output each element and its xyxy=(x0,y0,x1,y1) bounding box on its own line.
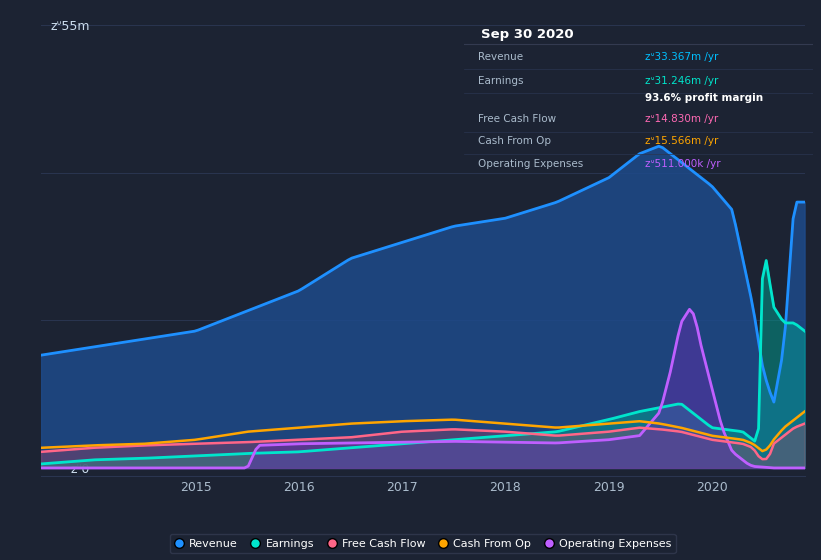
Text: zᐡ15.566m /yr: zᐡ15.566m /yr xyxy=(645,136,718,146)
Text: zᐡ511.000k /yr: zᐡ511.000k /yr xyxy=(645,158,721,169)
Text: 93.6% profit margin: 93.6% profit margin xyxy=(645,93,764,103)
Text: Revenue: Revenue xyxy=(478,52,523,62)
Text: Sep 30 2020: Sep 30 2020 xyxy=(481,28,574,41)
Legend: Revenue, Earnings, Free Cash Flow, Cash From Op, Operating Expenses: Revenue, Earnings, Free Cash Flow, Cash … xyxy=(170,534,676,553)
Text: Earnings: Earnings xyxy=(478,76,523,86)
Text: Free Cash Flow: Free Cash Flow xyxy=(478,114,556,124)
Text: zᐡ31.246m /yr: zᐡ31.246m /yr xyxy=(645,76,718,86)
Text: Cash From Op: Cash From Op xyxy=(478,136,551,146)
Text: zᐡ33.367m /yr: zᐡ33.367m /yr xyxy=(645,52,718,62)
Text: zᐡ14.830m /yr: zᐡ14.830m /yr xyxy=(645,114,718,124)
Text: Operating Expenses: Operating Expenses xyxy=(478,158,583,169)
